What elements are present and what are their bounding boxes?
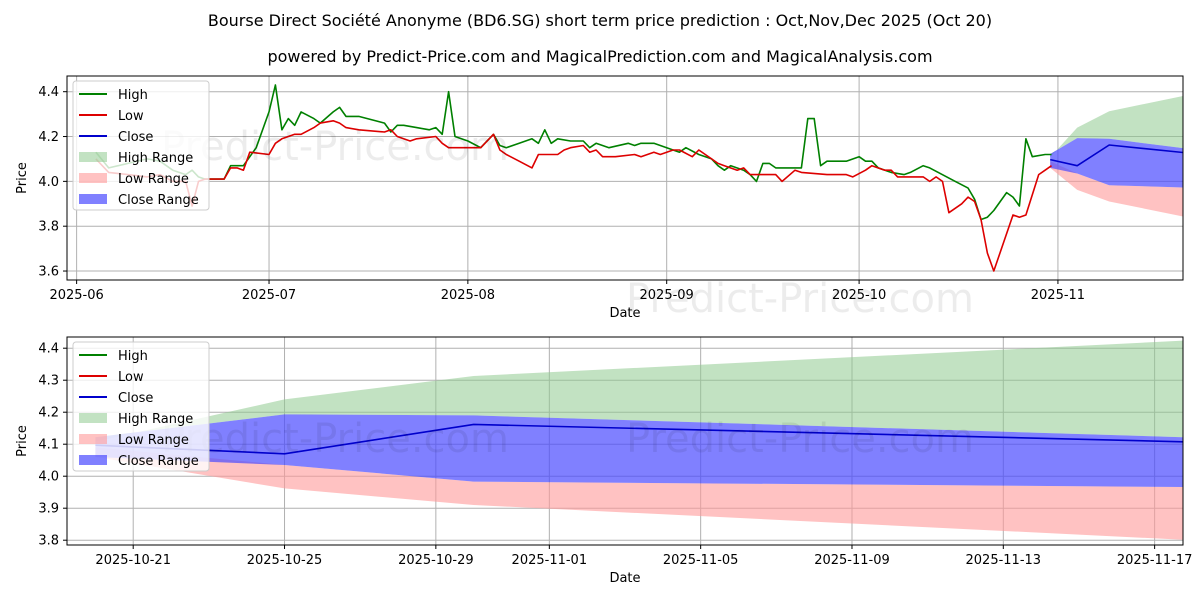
series-close-line (1050, 144, 1183, 167)
y-tick-label: 3.8 (38, 534, 59, 549)
x-tick-label: 2025-06 (49, 288, 103, 303)
x-tick-label: 2025-08 (441, 288, 495, 303)
y-tick-label: 4.2 (38, 406, 59, 421)
band-low-range (1050, 161, 1183, 217)
y-axis-label: Price (15, 425, 30, 457)
x-tick-label: 2025-10-29 (398, 553, 474, 568)
y-tick-label: 4.1 (38, 438, 59, 453)
legend: High Low Close High Range Low Range Close Ran… (72, 341, 210, 472)
x-tick-label: 2025-11-05 (663, 553, 739, 568)
legend-patch-swatch (79, 434, 107, 444)
legend: High Low Close High Range Low Range Close Ran… (72, 80, 210, 211)
legend-entry-label: Low (118, 370, 144, 385)
band-close-range (1050, 138, 1183, 188)
legend-entry-label: Close Range (118, 193, 199, 208)
band-high-range (95, 340, 1183, 442)
x-tick-label: 2025-11-17 (1117, 553, 1193, 568)
watermark-text: Predict-Price.com (161, 416, 509, 462)
x-tick-label: 2025-11-13 (966, 553, 1042, 568)
x-tick-label: 2025-11 (1031, 288, 1085, 303)
y-axis-label: Price (15, 162, 30, 194)
x-tick-label: 2025-10-21 (95, 553, 171, 568)
legend-patch-swatch (79, 455, 107, 465)
band-high-range (1050, 96, 1183, 158)
x-tick-label: 2025-11-01 (512, 553, 588, 568)
legend-entry-label: Low (118, 109, 144, 124)
chart-title: Bourse Direct Société Anonyme (BD6.SG) s… (208, 11, 992, 30)
x-tick-label: 2025-07 (242, 288, 296, 303)
x-tick-label: 2025-10 (832, 288, 886, 303)
x-axis-label: Date (609, 306, 640, 321)
legend-entry-label: High Range (118, 412, 193, 427)
legend-patch-swatch (79, 152, 107, 162)
x-tick-label: 2025-11-09 (814, 553, 890, 568)
band-low-range (95, 447, 1183, 540)
legend-entry-label: Low Range (118, 433, 189, 448)
chart-subtitle: powered by Predict-Price.com and Magical… (267, 47, 932, 66)
legend-entry-label: High (118, 349, 148, 364)
prediction-panel: Predict-Price.com Predict-Price.com 2025-1… (15, 336, 1193, 586)
y-tick-label: 4.4 (38, 342, 59, 357)
series-high-line (95, 84, 1052, 221)
band-close-range (95, 414, 1183, 488)
legend-entry-label: Close (118, 130, 153, 145)
axes-frame (66, 336, 1184, 546)
axes-frame (66, 75, 1184, 281)
x-tick-label: 2025-10-25 (247, 553, 323, 568)
y-tick-label: 4.3 (38, 374, 59, 389)
y-tick-label: 4.4 (38, 85, 59, 100)
y-tick-label: 4.0 (38, 470, 59, 485)
legend-patch-swatch (79, 173, 107, 183)
y-tick-label: 3.9 (38, 502, 59, 517)
history-panel: Predict-Price.comPredict-Price.com2025-0… (15, 75, 1184, 322)
legend-entry-label: High (118, 88, 148, 103)
legend-patch-swatch (79, 413, 107, 423)
plot-area (95, 340, 1183, 540)
y-tick-label: 3.6 (38, 265, 59, 280)
watermark-text: Predict-Price.com (161, 124, 509, 170)
x-tick-label: 2025-09 (640, 288, 694, 303)
series-low-line (95, 120, 1052, 272)
legend-entry-label: Low Range (118, 172, 189, 187)
watermark-text: Predict-Price.com (626, 416, 974, 462)
legend-entry-label: High Range (118, 151, 193, 166)
legend-patch-swatch (79, 194, 107, 204)
plot-area (95, 84, 1183, 272)
legend-entry-label: Close (118, 391, 153, 406)
y-tick-label: 4.2 (38, 130, 59, 145)
watermark-text: Predict-Price.com (626, 276, 974, 322)
legend-entry-label: Close Range (118, 454, 199, 469)
x-axis-label: Date (609, 571, 640, 586)
y-tick-label: 3.8 (38, 220, 59, 235)
y-tick-label: 4.0 (38, 175, 59, 190)
